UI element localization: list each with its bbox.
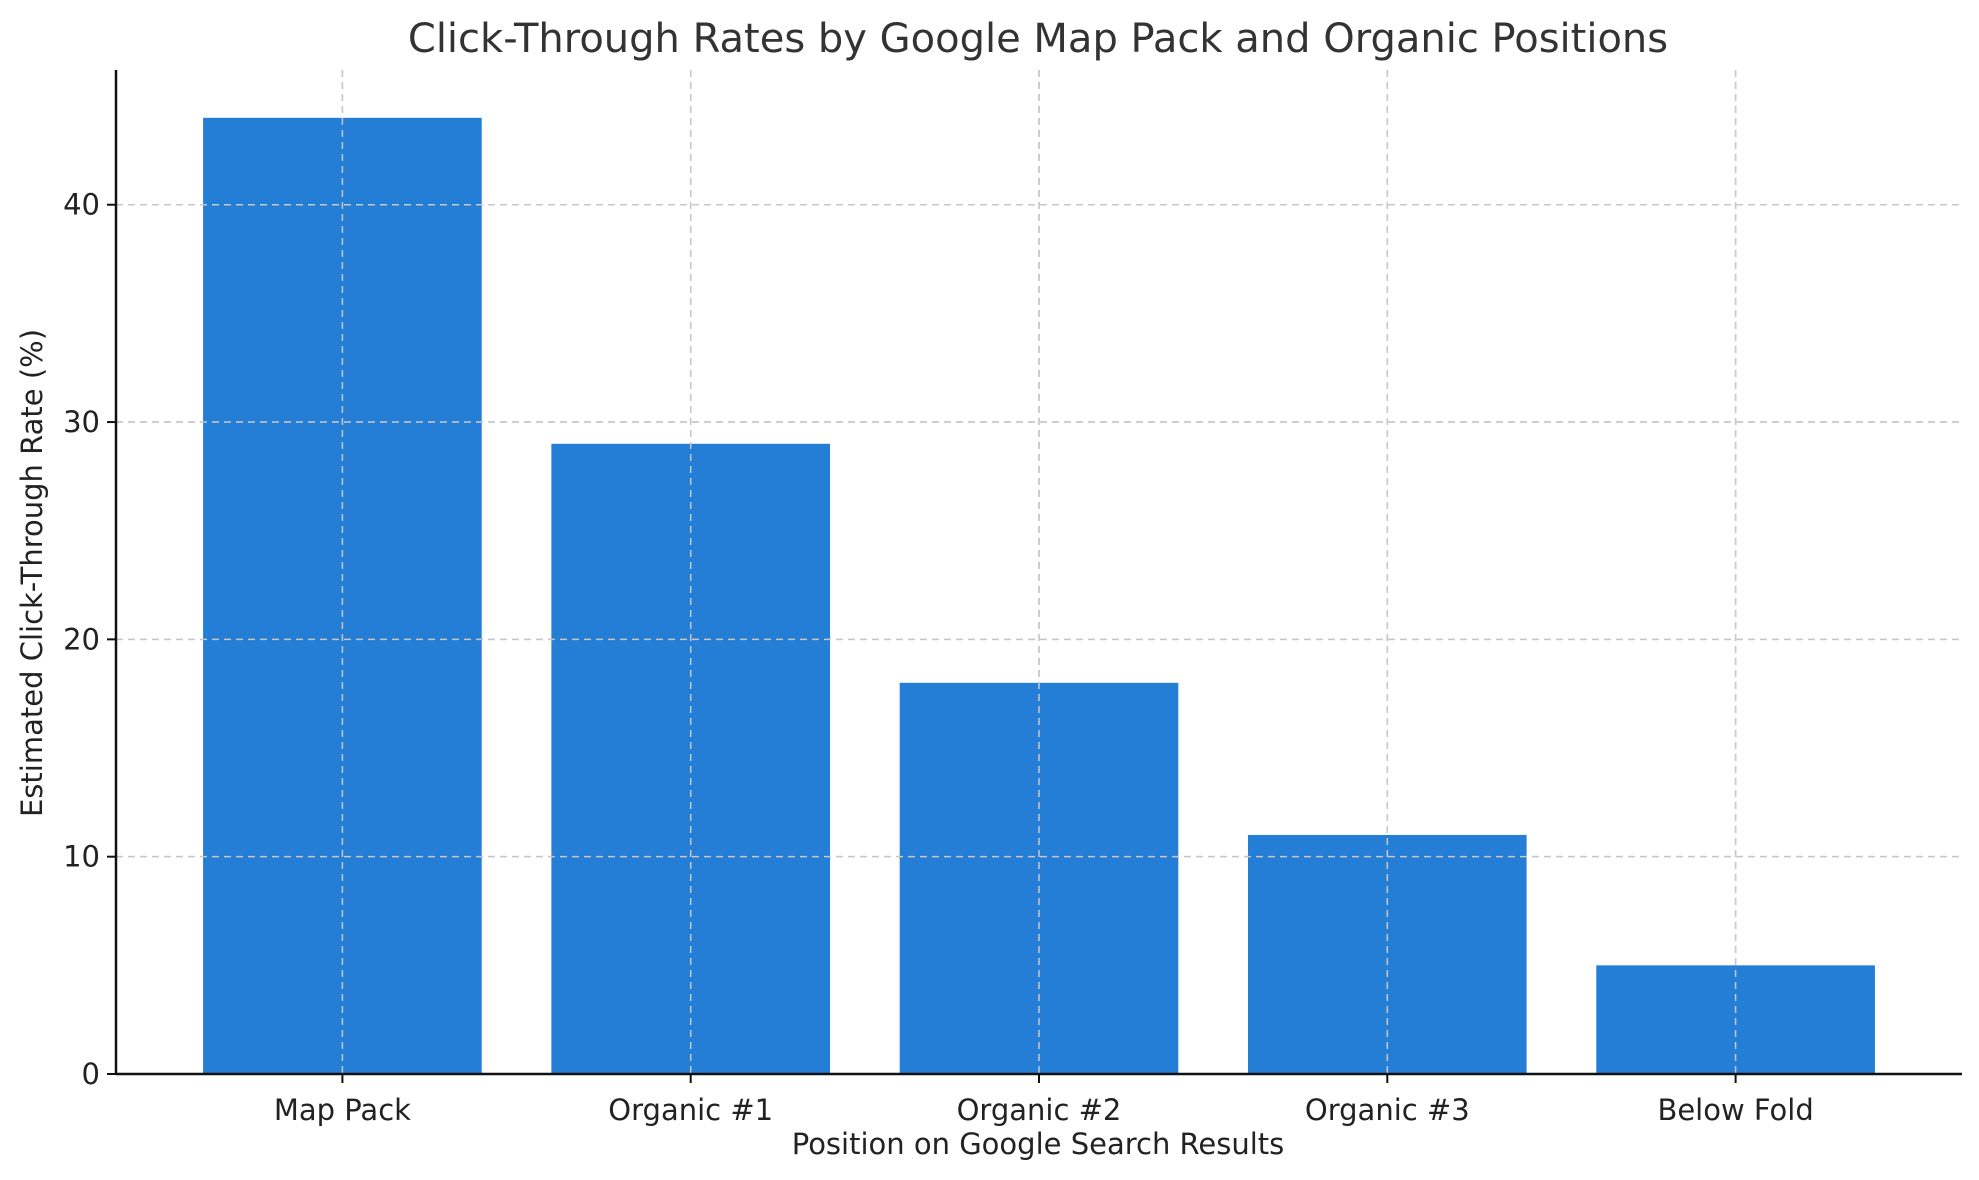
bars [116, 70, 1962, 1075]
axes [107, 70, 1962, 1083]
chart-title: Click-Through Rates by Google Map Pack a… [408, 16, 1668, 62]
x-tick-label: Map Pack [274, 1093, 411, 1127]
y-tick-label: 10 [63, 840, 100, 874]
x-tick-label: Organic #1 [608, 1093, 773, 1127]
y-tick-label: 30 [63, 405, 100, 439]
x-tick-label: Organic #2 [957, 1093, 1122, 1127]
y-tick-label: 20 [63, 622, 100, 656]
tick-labels: 0 10 20 30 40 Map Pack Organic #1 Organic #2 Org… [63, 188, 1814, 1127]
y-tick-label: 40 [63, 188, 100, 222]
y-axis-label: Estimated Click-Through Rate (%) [15, 329, 49, 817]
y-tick-label: 0 [82, 1057, 100, 1091]
bar-map-pack [203, 117, 482, 1075]
x-tick-label: Organic #3 [1305, 1093, 1470, 1127]
x-axis-label: Position on Google Search Results [792, 1127, 1285, 1161]
bar-organic-3 [1247, 834, 1527, 1074]
x-tick-label: Below Fold [1657, 1093, 1813, 1127]
